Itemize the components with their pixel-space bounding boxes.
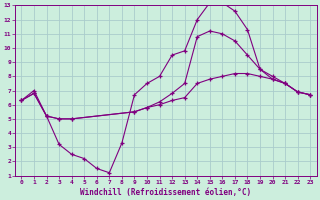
X-axis label: Windchill (Refroidissement éolien,°C): Windchill (Refroidissement éolien,°C) — [80, 188, 252, 197]
